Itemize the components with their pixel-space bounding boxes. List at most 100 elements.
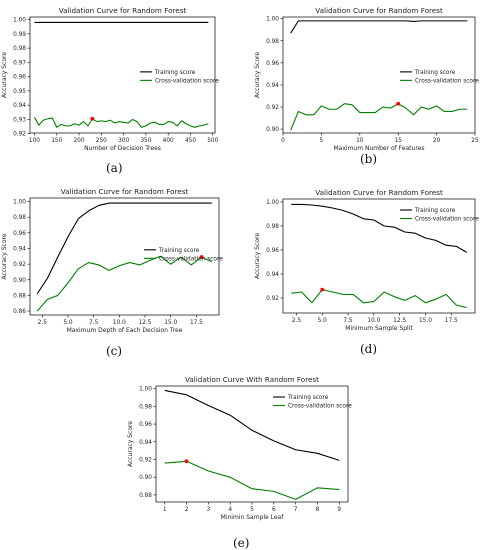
x-tick-label: 10 bbox=[356, 138, 364, 144]
y-tick-label: 0.90 bbox=[139, 475, 152, 481]
legend-label: Cross-validation score bbox=[288, 404, 352, 410]
chart-title: Validation Curve for Random Forest bbox=[61, 187, 189, 196]
x-tick-label: 9 bbox=[337, 507, 341, 513]
x-tick-label: 4 bbox=[228, 507, 232, 513]
cross-validation-score-line bbox=[164, 460, 340, 500]
x-tick-label: 200 bbox=[73, 138, 84, 144]
x-axis-label: Minimin Sample Leaf bbox=[221, 514, 285, 521]
x-tick-label: 500 bbox=[207, 138, 218, 144]
legend-label: Training score bbox=[414, 70, 456, 76]
y-tick-label: 1.00 bbox=[266, 200, 279, 206]
y-tick-label: 1.00 bbox=[13, 200, 26, 206]
legend-label: Cross-validation score bbox=[155, 78, 219, 84]
y-tick-label: 0.99 bbox=[13, 32, 26, 38]
x-tick-label: 450 bbox=[185, 138, 196, 144]
chart-title: Validation Curve for Random Forest bbox=[59, 6, 187, 15]
y-tick-label: 0.92 bbox=[13, 132, 26, 138]
x-tick-label: 15 bbox=[395, 138, 403, 144]
x-tick-label: 350 bbox=[140, 138, 151, 144]
chart-a: Validation Curve for Random Forest 100 150… bbox=[1, 6, 219, 152]
chart-d: Validation Curve for Random Forest 2.5 5.0… bbox=[254, 188, 479, 332]
chart-title: Validation Curve for Random Forest bbox=[315, 6, 443, 15]
y-tick-label: 0.96 bbox=[266, 248, 279, 254]
y-tick-label: 0.94 bbox=[13, 103, 26, 109]
chart-title: Validation Curve With Random Forest bbox=[185, 375, 319, 384]
cross-validation-score-line bbox=[33, 117, 209, 128]
panel-label-e: (e) bbox=[233, 536, 250, 550]
x-tick-label: 5.0 bbox=[63, 320, 73, 326]
panel-label-a: (a) bbox=[106, 161, 123, 175]
x-tick-label: 12.5 bbox=[393, 318, 406, 324]
legend-label: Cross-validation score bbox=[159, 256, 223, 262]
x-tick-label: 25 bbox=[471, 138, 479, 144]
x-tick-label: 150 bbox=[51, 138, 62, 144]
best-score-marker bbox=[396, 101, 401, 106]
x-tick-label: 10.0 bbox=[367, 318, 380, 324]
x-tick-label: 12.5 bbox=[139, 320, 152, 326]
panel-label-d: (d) bbox=[360, 342, 378, 356]
y-tick-label: 0.92 bbox=[139, 457, 152, 463]
y-tick-label: 0.95 bbox=[13, 89, 26, 95]
training-score-line bbox=[164, 389, 340, 461]
legend-label: Cross-validation score bbox=[415, 78, 479, 84]
y-tick-label: 0.88 bbox=[139, 493, 152, 499]
best-score-marker bbox=[184, 459, 189, 464]
x-tick-label: 5.0 bbox=[318, 318, 328, 324]
x-tick-label: 2 bbox=[185, 507, 189, 513]
legend-label: Training score bbox=[287, 395, 329, 401]
cross-validation-score-line bbox=[291, 289, 467, 309]
legend-label: Training score bbox=[154, 70, 196, 76]
y-tick-label: 0.98 bbox=[13, 215, 26, 221]
x-tick-label: 15.0 bbox=[164, 320, 177, 326]
y-tick-label: 1.00 bbox=[13, 18, 26, 24]
x-tick-label: 6 bbox=[272, 507, 276, 513]
y-axis-label: Accuracy Score bbox=[127, 421, 134, 467]
y-tick-label: 0.93 bbox=[13, 117, 26, 123]
y-axis-label: Accuracy Score bbox=[1, 233, 8, 279]
x-tick-label: 8 bbox=[316, 507, 320, 513]
y-tick-label: 0.88 bbox=[13, 293, 26, 299]
y-axis-label: Accuracy Score bbox=[254, 233, 261, 279]
chart-e: Validation Curve With Random Forest 1 2 3 4 5… bbox=[127, 375, 352, 521]
x-axis-label: Maximum Depth of Each Decision Tree bbox=[67, 327, 183, 334]
training-score-line bbox=[36, 202, 212, 295]
y-tick-label: 0.98 bbox=[266, 39, 279, 45]
x-tick-label: 7.5 bbox=[89, 320, 99, 326]
x-tick-label: 15.0 bbox=[419, 318, 432, 324]
x-tick-label: 17.5 bbox=[190, 320, 203, 326]
chart-b: Validation Curve for Random Forest 0 5 10 15… bbox=[254, 6, 479, 152]
y-tick-label: 0.94 bbox=[266, 83, 279, 89]
y-tick-label: 1.00 bbox=[266, 17, 279, 23]
x-tick-label: 7.5 bbox=[343, 318, 353, 324]
best-score-marker bbox=[320, 287, 325, 292]
x-axis-label: Maximum Number of Features bbox=[334, 145, 425, 152]
training-score-line bbox=[291, 203, 468, 253]
best-score-marker bbox=[90, 116, 95, 121]
panel-label-c: (c) bbox=[106, 344, 123, 358]
y-tick-label: 0.92 bbox=[266, 105, 279, 111]
y-tick-label: 0.98 bbox=[266, 224, 279, 230]
best-score-marker bbox=[199, 255, 204, 259]
x-tick-label: 17.5 bbox=[445, 318, 458, 324]
y-tick-label: 0.94 bbox=[266, 272, 279, 278]
x-tick-label: 1 bbox=[163, 507, 167, 513]
y-tick-label: 0.96 bbox=[139, 422, 152, 428]
chart-title: Validation Curve for Random Forest bbox=[315, 188, 443, 197]
x-tick-label: 7 bbox=[294, 507, 298, 513]
legend-label: Cross-validation score bbox=[415, 217, 479, 223]
y-tick-label: 0.90 bbox=[266, 127, 279, 133]
legend-label: Training score bbox=[158, 248, 200, 254]
x-tick-label: 300 bbox=[118, 138, 129, 144]
training-score-line bbox=[290, 20, 468, 34]
x-tick-label: 100 bbox=[29, 138, 40, 144]
y-tick-label: 0.97 bbox=[13, 60, 26, 66]
x-tick-label: 400 bbox=[163, 138, 174, 144]
y-tick-label: 1.00 bbox=[139, 387, 152, 393]
axes-frame bbox=[29, 197, 220, 316]
x-axis-label: Minimum Sample Split bbox=[345, 325, 413, 332]
cross-validation-score-line bbox=[36, 255, 213, 312]
x-tick-label: 2.5 bbox=[292, 318, 302, 324]
legend-label: Training score bbox=[414, 208, 456, 214]
y-tick-label: 0.90 bbox=[13, 278, 26, 284]
